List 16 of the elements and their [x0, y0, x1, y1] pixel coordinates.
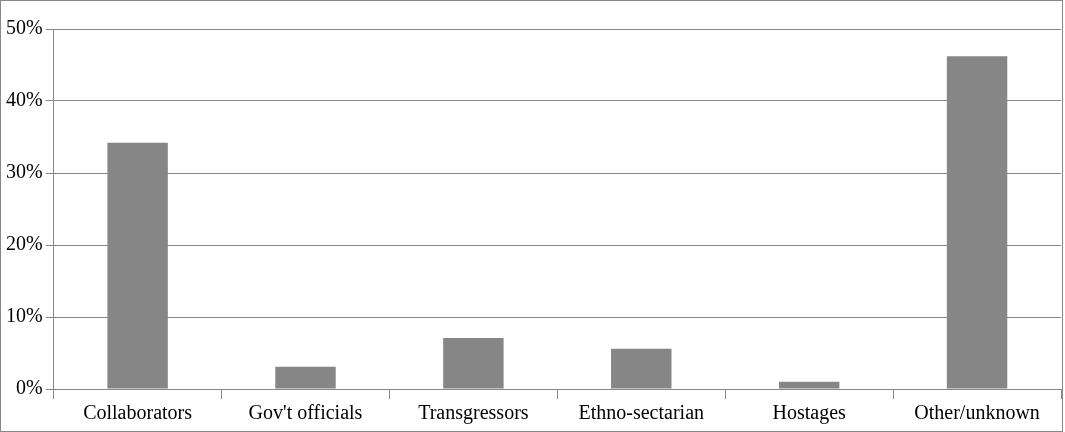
y-tick-label: 30%	[5, 160, 43, 183]
y-tick-label: 40%	[5, 88, 43, 111]
x-tick-label: Hostages	[772, 401, 847, 425]
bar	[611, 348, 672, 389]
bar	[778, 381, 840, 389]
x-tick-label: Gov't officials	[248, 401, 363, 424]
bar	[443, 337, 504, 389]
y-tick-label: 10%	[5, 304, 43, 327]
y-tick-label: 0%	[15, 376, 43, 399]
y-tick-label: 20%	[5, 232, 43, 255]
x-tick-label: Other/unknown	[914, 401, 1040, 424]
x-tick-label: Ethno-sectarian	[578, 401, 705, 424]
y-tick-label: 50%	[5, 16, 43, 39]
x-tick-label: Transgressors	[418, 401, 529, 425]
bar	[275, 366, 336, 389]
x-tick-label: Collaborators	[83, 401, 193, 424]
